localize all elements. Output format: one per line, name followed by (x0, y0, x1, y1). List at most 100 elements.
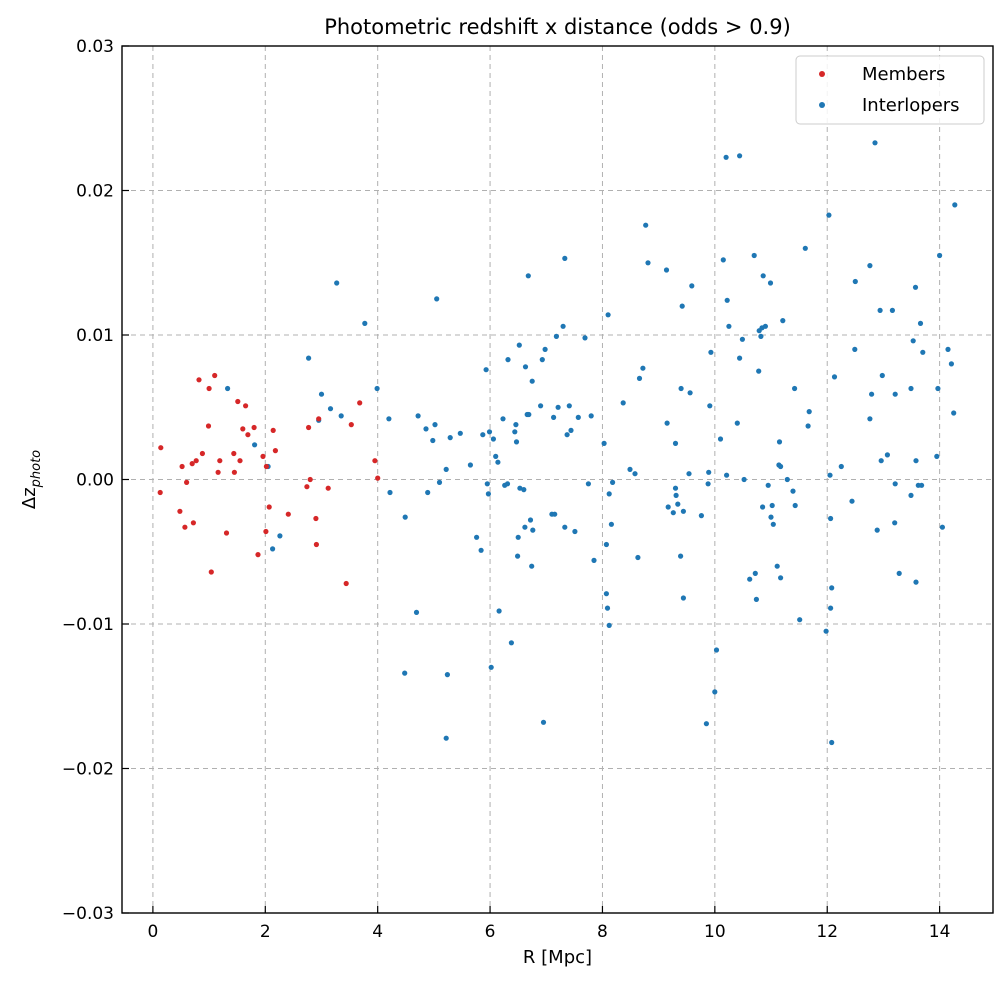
interlopers-point (562, 255, 568, 261)
members-point (208, 569, 214, 575)
interlopers-point (756, 368, 762, 374)
interlopers-point (705, 481, 711, 487)
interlopers-point (686, 471, 692, 477)
interlopers-point (606, 491, 612, 497)
interlopers-point (769, 502, 775, 509)
interlopers-point (334, 280, 340, 286)
interlopers-point (434, 296, 440, 302)
x-tick-label: 14 (929, 922, 951, 942)
members-point (306, 424, 312, 431)
interlopers-point (687, 390, 693, 396)
interlopers-point (608, 521, 615, 527)
interlopers-point (430, 437, 436, 444)
members-point (231, 469, 237, 475)
members-point (270, 427, 276, 433)
members-point (182, 524, 188, 530)
interlopers-point (643, 222, 649, 228)
interlopers-point (436, 479, 443, 485)
y-tick-label: −0.01 (62, 615, 114, 635)
interlopers-point (610, 479, 616, 485)
interlopers-point (827, 472, 833, 478)
y-tick-label: 0.03 (76, 37, 114, 57)
members-point (231, 450, 237, 457)
legend-marker (819, 102, 825, 108)
interlopers-point (665, 504, 671, 510)
interlopers-point (760, 273, 766, 279)
legend-box (795, 55, 985, 125)
interlopers-point (762, 323, 769, 329)
interlopers-point (564, 432, 570, 438)
interlopers-point (645, 260, 651, 266)
x-tick-label: 6 (485, 922, 496, 942)
interlopers-point (792, 502, 798, 509)
interlopers-point (908, 385, 914, 392)
interlopers-point (632, 471, 638, 477)
interlopers-point (708, 349, 714, 355)
interlopers-point (605, 312, 611, 318)
interlopers-point (678, 553, 684, 559)
interlopers-point (758, 333, 764, 339)
y-tick-label: −0.03 (62, 904, 114, 924)
interlopers-point (664, 420, 670, 426)
interlopers-point (588, 413, 594, 419)
interlopers-point (413, 609, 420, 616)
interlopers-point (951, 410, 957, 416)
interlopers-point (627, 466, 633, 472)
legend: Members Interlopers (795, 55, 985, 125)
members-point (313, 541, 319, 548)
interlopers-point (515, 553, 521, 559)
interlopers-point (747, 576, 753, 582)
interlopers-point (939, 524, 946, 530)
interlopers-point (526, 411, 532, 418)
interlopers-point (277, 533, 283, 539)
interlopers-point (572, 528, 578, 535)
interlopers-point (680, 595, 687, 601)
interlopers-point (790, 488, 796, 494)
interlopers-point (760, 504, 766, 510)
data-points (157, 140, 958, 746)
interlopers-point (869, 391, 875, 397)
interlopers-point (838, 463, 844, 470)
interlopers-point (737, 355, 743, 361)
interlopers-point (935, 385, 941, 392)
interlopers-point (529, 563, 535, 569)
y-axis-label: Δzphoto (19, 450, 44, 509)
interlopers-point (896, 570, 902, 577)
members-point (193, 458, 199, 464)
interlopers-point (603, 591, 610, 597)
interlopers-point (362, 320, 368, 326)
interlopers-point (867, 263, 873, 269)
interlopers-point (513, 422, 519, 428)
interlopers-point (484, 481, 490, 487)
interlopers-point (753, 596, 760, 603)
members-point (240, 426, 246, 432)
interlopers-point (828, 515, 834, 522)
chart-title: Photometric redshift x distance (odds > … (324, 15, 791, 39)
interlopers-point (562, 524, 568, 530)
interlopers-point (806, 409, 812, 415)
interlopers-point (225, 385, 231, 392)
members-point (177, 508, 183, 514)
interlopers-point (908, 492, 914, 498)
interlopers-point (823, 628, 829, 634)
interlopers-point (776, 439, 783, 445)
interlopers-point (387, 489, 393, 496)
interlopers-point (478, 547, 484, 553)
members-point (212, 372, 218, 379)
interlopers-point (802, 245, 808, 251)
grid-lines (122, 46, 993, 913)
members-point (190, 520, 196, 526)
members-point (223, 530, 230, 536)
interlopers-point (486, 429, 493, 435)
interlopers-point (707, 403, 713, 409)
interlopers-point (734, 420, 740, 426)
interlopers-point (540, 719, 547, 725)
interlopers-point (270, 546, 276, 552)
interlopers-point (780, 318, 786, 324)
x-tick-label: 8 (597, 922, 608, 942)
interlopers-point (737, 153, 743, 159)
members-point (307, 476, 313, 483)
interlopers-point (675, 501, 681, 507)
y-tick-label: 0.00 (76, 471, 114, 491)
interlopers-point (467, 462, 473, 468)
